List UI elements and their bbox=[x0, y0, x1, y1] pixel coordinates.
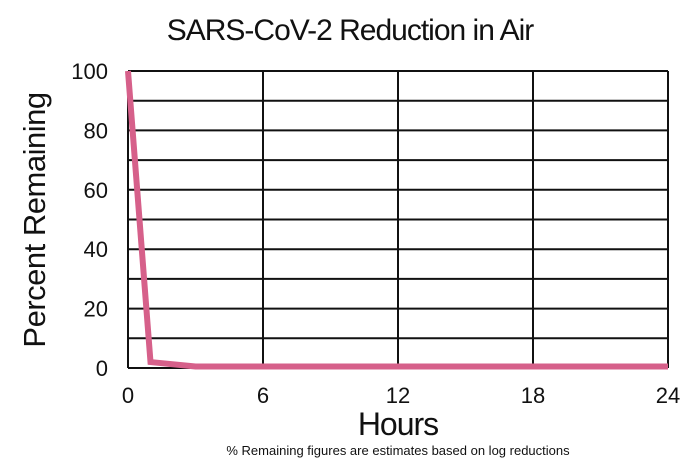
x-tick-label: 6 bbox=[257, 383, 269, 408]
y-tick-label: 60 bbox=[84, 178, 108, 203]
y-tick-label: 20 bbox=[84, 297, 108, 322]
x-tick-label: 12 bbox=[386, 383, 410, 408]
data-line bbox=[125, 70, 668, 370]
x-axis-label: Hours bbox=[357, 406, 439, 442]
x-tick-label: 24 bbox=[656, 383, 680, 408]
x-tick-label: 18 bbox=[521, 383, 545, 408]
y-tick-label: 0 bbox=[96, 356, 108, 381]
footnote: % Remaining figures are estimates based … bbox=[226, 443, 570, 458]
y-tick-label: 100 bbox=[71, 59, 108, 84]
x-tick-label: 0 bbox=[122, 383, 134, 408]
y-tick-label: 40 bbox=[84, 237, 108, 262]
chart-title: SARS-CoV-2 Reduction in Air bbox=[166, 14, 535, 47]
y-tick-label: 80 bbox=[84, 118, 108, 143]
